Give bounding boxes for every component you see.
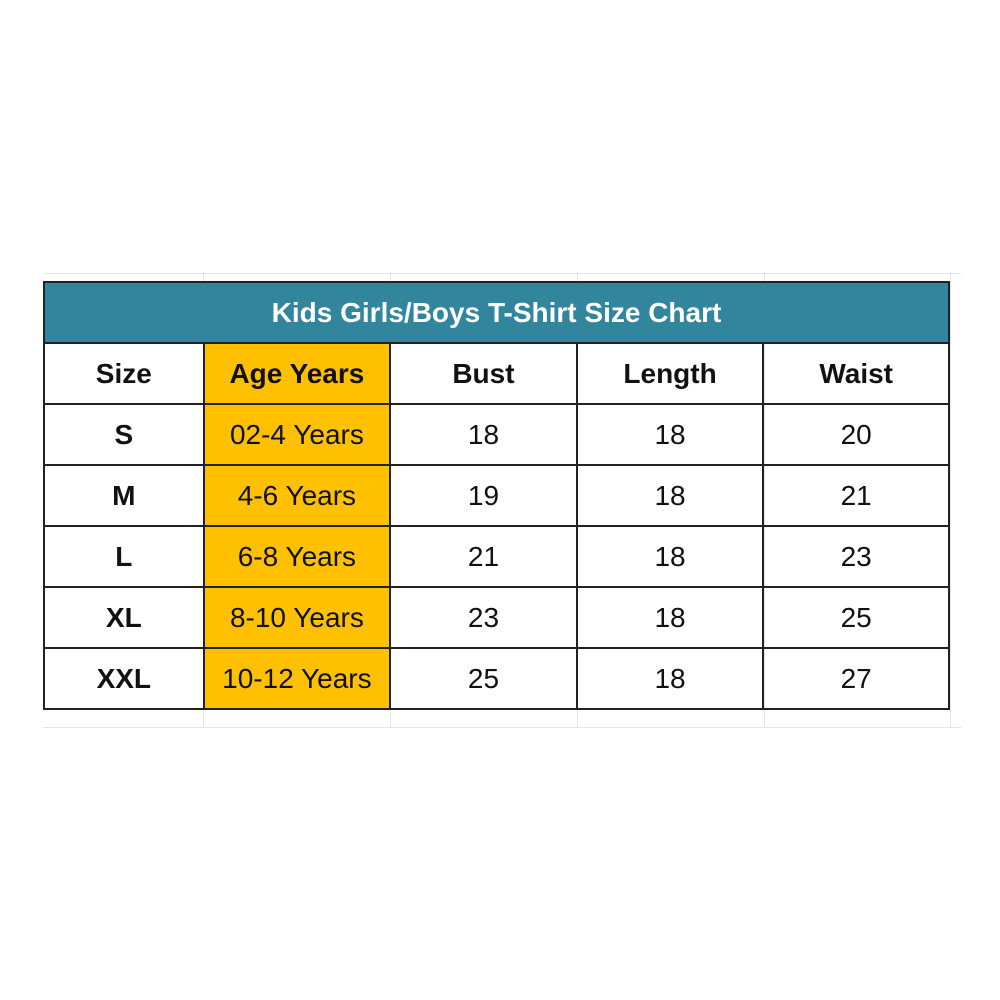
- cell-length: 18: [575, 403, 765, 466]
- cell-age: 02-4 Years: [202, 403, 392, 466]
- cell-waist: 25: [762, 586, 950, 649]
- cell-bust: 25: [389, 647, 578, 710]
- gridline: [950, 272, 951, 727]
- cell-length: 18: [575, 647, 765, 710]
- cell-size: XXL: [43, 647, 205, 710]
- cell-age: 4-6 Years: [202, 464, 392, 527]
- cell-age: 6-8 Years: [202, 525, 392, 588]
- cell-age: 10-12 Years: [202, 647, 392, 710]
- table-title: Kids Girls/Boys T-Shirt Size Chart: [43, 281, 950, 344]
- cell-bust: 19: [389, 464, 578, 527]
- cell-waist: 23: [762, 525, 950, 588]
- cell-waist: 20: [762, 403, 950, 466]
- column-header-size: Size: [43, 342, 205, 405]
- cell-bust: 21: [389, 525, 578, 588]
- column-header-length: Length: [575, 342, 765, 405]
- column-header-waist: Waist: [762, 342, 950, 405]
- cell-waist: 27: [762, 647, 950, 710]
- cell-length: 18: [575, 586, 765, 649]
- cell-bust: 18: [389, 403, 578, 466]
- cell-length: 18: [575, 464, 765, 527]
- cell-bust: 23: [389, 586, 578, 649]
- size-chart-table: Kids Girls/Boys T-Shirt Size Chart Size …: [43, 281, 950, 710]
- table-row: XL 8-10 Years 23 18 25: [43, 586, 950, 649]
- cell-length: 18: [575, 525, 765, 588]
- gridline: [43, 727, 961, 728]
- table-row: S 02-4 Years 18 18 20: [43, 403, 950, 466]
- cell-age: 8-10 Years: [202, 586, 392, 649]
- cell-waist: 21: [762, 464, 950, 527]
- cell-size: XL: [43, 586, 205, 649]
- table-row: XXL 10-12 Years 25 18 27: [43, 647, 950, 710]
- column-header-bust: Bust: [389, 342, 578, 405]
- cell-size: M: [43, 464, 205, 527]
- header-row: Size Age Years Bust Length Waist: [43, 342, 950, 405]
- cell-size: S: [43, 403, 205, 466]
- gridline: [43, 273, 961, 274]
- table-row: L 6-8 Years 21 18 23: [43, 525, 950, 588]
- table-row: M 4-6 Years 19 18 21: [43, 464, 950, 527]
- column-header-age: Age Years: [202, 342, 392, 405]
- cell-size: L: [43, 525, 205, 588]
